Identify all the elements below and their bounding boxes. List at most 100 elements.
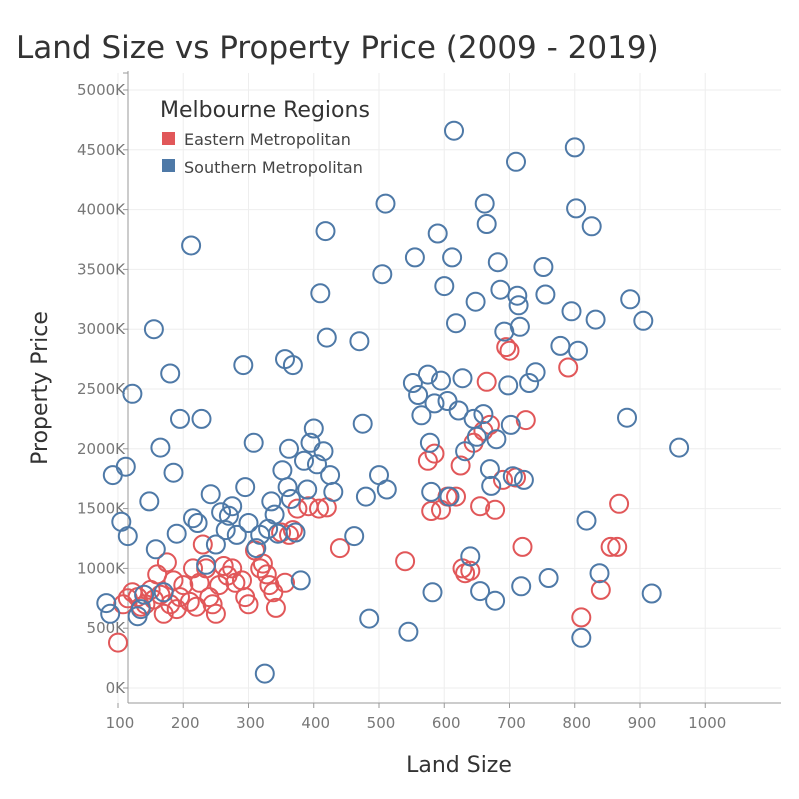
y-axis: 0K 500K 1000K 1500K 2000K 2500K 3000K 3500K 4000… — [77, 72, 128, 697]
data-point-southern — [564, 137, 585, 158]
data-point-eastern — [205, 603, 226, 624]
x-tick-label: 500 — [367, 714, 396, 732]
x-tick-label: 700 — [497, 714, 526, 732]
data-point-southern — [669, 437, 690, 458]
y-tick-label: 0K — [106, 679, 127, 697]
data-point-southern — [226, 524, 247, 545]
data-point-southern — [452, 368, 473, 389]
data-point-southern — [490, 279, 511, 300]
data-point-southern — [404, 247, 425, 268]
data-point-eastern — [607, 536, 628, 557]
data-point-southern — [641, 583, 662, 604]
data-point-southern — [264, 504, 285, 525]
data-point-eastern — [156, 552, 177, 573]
data-point-southern — [571, 627, 592, 648]
data-point-southern — [448, 400, 469, 421]
data-point-southern — [376, 479, 397, 500]
legend-label-eastern: Eastern Metropolitan — [184, 130, 351, 149]
data-point-eastern — [238, 594, 259, 615]
data-point-eastern — [515, 410, 536, 431]
legend-swatch-eastern — [162, 132, 175, 145]
data-point-eastern — [395, 551, 416, 572]
data-point-southern — [102, 465, 123, 486]
data-point-southern — [568, 340, 588, 361]
data-point-southern — [313, 441, 334, 462]
data-point-southern — [139, 491, 160, 512]
data-point-southern — [498, 375, 519, 396]
data-point-eastern — [192, 534, 213, 555]
data-point-southern — [303, 418, 324, 439]
data-point-southern — [473, 404, 494, 425]
data-point-southern — [315, 221, 336, 242]
x-tick-label: 300 — [236, 714, 265, 732]
data-point-southern — [446, 313, 466, 334]
data-point-southern — [246, 538, 267, 559]
x-axis-title: Land Size — [406, 753, 512, 778]
data-point-southern — [196, 554, 217, 575]
legend-label-southern: Southern Metropolitan — [184, 158, 363, 177]
data-point-eastern — [476, 371, 497, 392]
data-point-southern — [481, 475, 502, 496]
data-point-southern — [479, 459, 500, 480]
data-point-southern — [535, 284, 556, 305]
data-point-southern — [419, 432, 440, 453]
data-point-southern — [566, 198, 587, 219]
data-point-eastern — [282, 520, 303, 541]
data-point-southern — [320, 465, 341, 486]
data-point-eastern — [446, 486, 466, 507]
data-point-southern — [352, 413, 373, 434]
x-tick-label: 900 — [628, 714, 657, 732]
x-tick-label: 1000 — [688, 714, 726, 732]
data-point-southern — [511, 576, 532, 597]
data-point-southern — [372, 264, 393, 285]
y-tick-label: 1000K — [77, 559, 126, 577]
data-point-southern — [455, 441, 476, 462]
data-point-southern — [466, 426, 487, 447]
data-point-southern — [507, 285, 528, 306]
data-point-eastern — [460, 560, 481, 581]
data-point-eastern — [250, 558, 271, 579]
y-tick-label: 2500K — [77, 380, 126, 398]
data-point-southern — [272, 460, 293, 481]
legend-swatch-southern — [162, 159, 175, 172]
data-point-southern — [417, 364, 438, 385]
data-point-southern — [398, 621, 419, 642]
data-point-southern — [290, 570, 311, 591]
data-point-southern — [218, 505, 239, 526]
data-point-southern — [427, 223, 448, 244]
data-point-southern — [617, 407, 637, 428]
data-point-southern — [243, 432, 264, 453]
data-point-southern — [115, 456, 136, 477]
data-point-eastern — [558, 357, 579, 378]
data-point-southern — [153, 582, 174, 603]
data-point-southern — [163, 462, 184, 483]
data-point-southern — [191, 408, 212, 429]
data-point-southern — [282, 355, 303, 376]
data-point-southern — [316, 327, 337, 348]
data-point-southern — [581, 216, 602, 237]
data-point-southern — [620, 289, 641, 310]
data-point-southern — [485, 590, 506, 611]
data-point-southern — [533, 257, 554, 277]
legend: Melbourne Regions Eastern Metropolitan S… — [160, 98, 370, 177]
data-point-southern — [424, 393, 445, 414]
data-point-southern — [474, 193, 495, 214]
y-tick-label: 4000K — [77, 201, 126, 219]
data-point-eastern — [470, 496, 491, 517]
data-point-southern — [460, 546, 481, 567]
y-axis-title: Property Price — [28, 311, 53, 465]
data-point-southern — [310, 283, 331, 304]
data-point-eastern — [202, 594, 223, 615]
y-tick-label: 4500K — [77, 141, 126, 159]
data-point-eastern — [496, 337, 517, 358]
data-point-southern — [538, 568, 559, 588]
data-points — [96, 120, 690, 684]
data-point-southern — [589, 563, 610, 584]
data-point-southern — [166, 523, 187, 544]
data-point-southern — [359, 608, 380, 629]
data-point-southern — [170, 408, 190, 429]
data-point-southern — [508, 295, 529, 316]
data-point-southern — [130, 599, 151, 620]
data-point-eastern — [186, 596, 207, 617]
data-point-southern — [437, 391, 458, 411]
